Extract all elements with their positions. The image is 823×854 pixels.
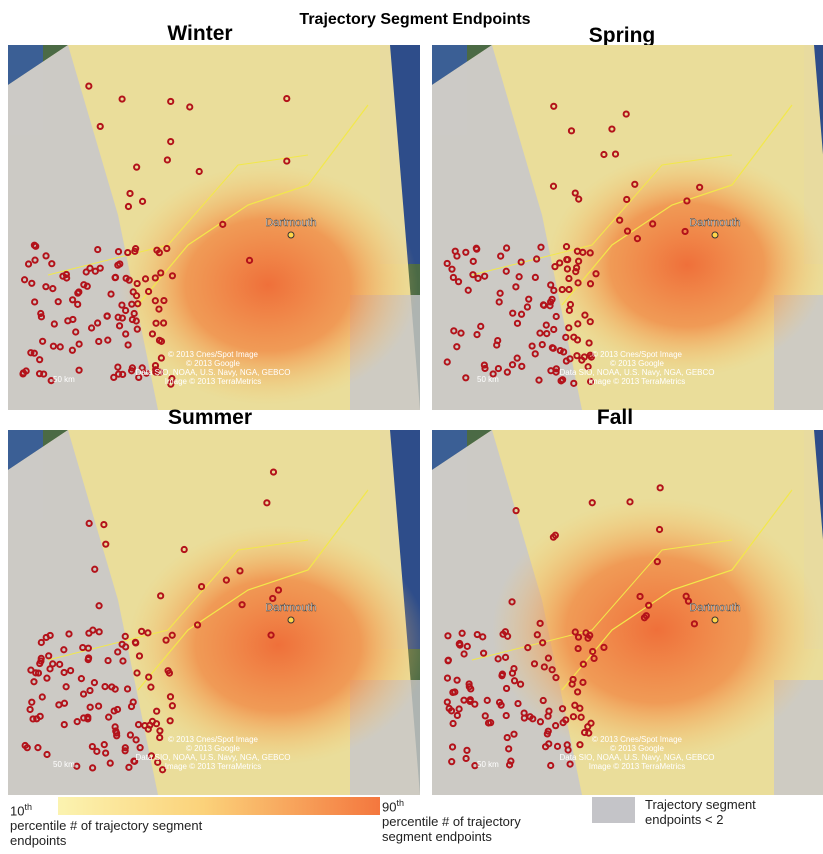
panel-title: Summer: [168, 406, 252, 429]
city-marker: [712, 232, 718, 238]
figure: Trajectory Segment Endpoints WinterDartm…: [0, 0, 823, 854]
legend-low: 10th percentile # of trajectory segment e…: [10, 800, 210, 848]
legend-low-number: 10: [10, 803, 24, 818]
panel-title: Fall: [597, 406, 633, 429]
map-panel: Dartmouth © 2013 Cnes/Spot Image© 2013 Go…: [432, 45, 823, 410]
city-marker: [288, 232, 294, 238]
legend-high-text: percentile # of trajectory segment endpo…: [382, 814, 521, 844]
city-label: Dartmouth: [689, 217, 740, 229]
map-panel: Dartmouth © 2013 Cnes/Spot Image© 2013 Go…: [8, 430, 428, 795]
legend-gray: Trajectory segment endpoints < 2: [645, 797, 815, 827]
city-label: Dartmouth: [265, 602, 316, 614]
map-panel: Dartmouth © 2013 Cnes/Spot Image© 2013 Go…: [8, 45, 420, 410]
legend-low-suffix: th: [24, 802, 32, 812]
scale-label: 50 km: [53, 375, 75, 384]
density-hotspot: [492, 498, 822, 762]
attribution: Image © 2013 TerraMetrics: [589, 762, 685, 771]
map-panel: Dartmouth © 2013 Cnes/Spot Image© 2013 Go…: [432, 430, 823, 795]
attribution: © 2013 Cnes/Spot Image: [592, 735, 683, 744]
scale-label: 50 km: [53, 760, 75, 769]
city-marker: [712, 617, 718, 623]
panel-title: Spring: [589, 24, 656, 47]
figure-title: Trajectory Segment Endpoints: [299, 11, 530, 28]
legend-high-number: 90: [382, 799, 396, 814]
attribution: Data SIO, NOAA, U.S. Navy, NGA, GEBCO: [560, 753, 715, 762]
attribution: Data SIO, NOAA, U.S. Navy, NGA, GEBCO: [136, 753, 291, 762]
city-label: Dartmouth: [265, 217, 316, 229]
attribution: Data SIO, NOAA, U.S. Navy, NGA, GEBCO: [560, 368, 715, 377]
density-hotspot: [128, 525, 428, 765]
density-hotspot: [547, 153, 823, 377]
panel-title: Winter: [167, 22, 232, 45]
attribution: © 2013 Google: [610, 744, 664, 753]
attribution: © 2013 Cnes/Spot Image: [168, 350, 259, 359]
attribution: Image © 2013 TerraMetrics: [589, 377, 685, 386]
attribution: © 2013 Google: [186, 744, 240, 753]
legend-high: 90th percentile # of trajectory segment e…: [382, 796, 572, 844]
scale-label: 50 km: [477, 760, 499, 769]
legend-low-text: percentile # of trajectory segment endpo…: [10, 818, 202, 848]
legend-gray-swatch: [592, 797, 635, 823]
attribution: © 2013 Google: [186, 359, 240, 368]
legend-high-suffix: th: [396, 798, 404, 808]
maps: Trajectory Segment Endpoints WinterDartm…: [0, 0, 823, 854]
attribution: Image © 2013 TerraMetrics: [165, 377, 261, 386]
city-marker: [288, 617, 294, 623]
attribution: Image © 2013 TerraMetrics: [165, 762, 261, 771]
attribution: © 2013 Cnes/Spot Image: [168, 735, 259, 744]
scale-label: 50 km: [477, 375, 499, 384]
attribution: Data SIO, NOAA, U.S. Navy, NGA, GEBCO: [136, 368, 291, 377]
attribution: © 2013 Cnes/Spot Image: [592, 350, 683, 359]
attribution: © 2013 Google: [610, 359, 664, 368]
city-label: Dartmouth: [689, 602, 740, 614]
